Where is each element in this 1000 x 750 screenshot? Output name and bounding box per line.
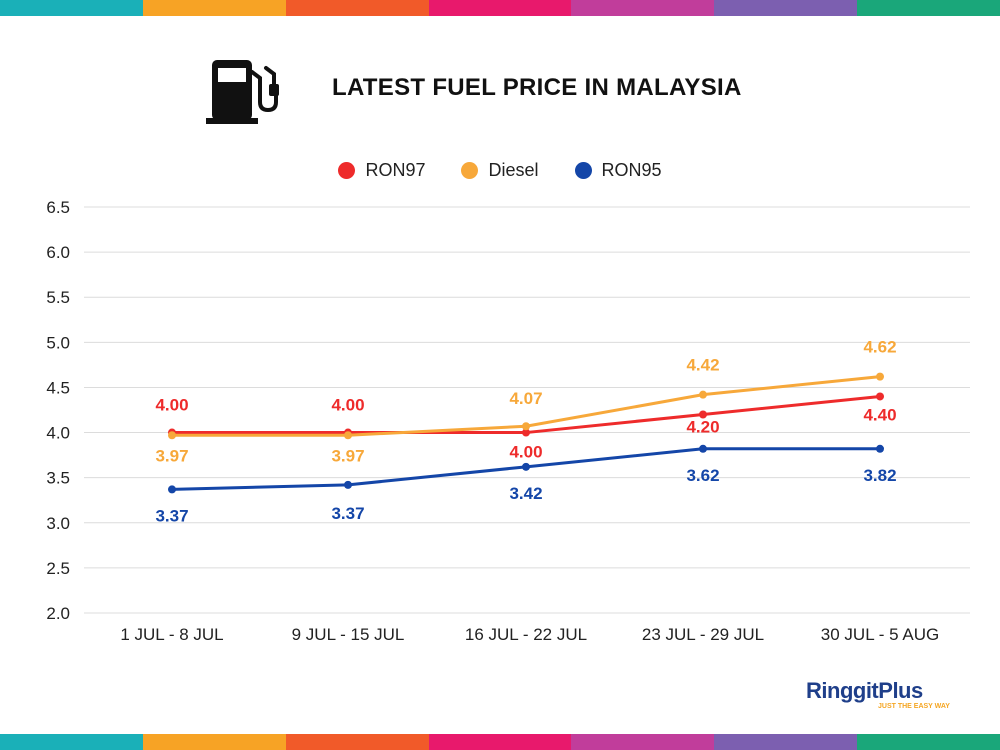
y-tick-label: 4.5 — [46, 378, 70, 397]
brand-name-accent: Plus — [878, 678, 923, 703]
legend-item-diesel: Diesel — [461, 160, 539, 181]
legend-marker-ron97 — [338, 162, 356, 179]
data-point-diesel — [699, 390, 707, 399]
data-label-diesel: 3.97 — [155, 446, 188, 465]
y-tick-label: 3.0 — [46, 514, 70, 533]
x-tick-label: 1 JUL - 8 JUL — [120, 625, 223, 644]
ringgitplus-logo: RinggitPlus JUST THE EASY WAY — [806, 678, 950, 714]
y-tick-label: 5.0 — [46, 333, 70, 352]
data-label-ron97: 4.20 — [686, 418, 719, 437]
legend-marker-ron95 — [574, 162, 592, 179]
data-point-ron97 — [699, 410, 707, 419]
legend-item-ron97: RON97 — [338, 160, 425, 181]
data-label-ron95: 3.37 — [155, 506, 188, 525]
data-label-ron97: 4.00 — [155, 396, 188, 415]
data-label-diesel: 4.42 — [686, 356, 719, 375]
data-point-ron95 — [876, 444, 884, 453]
x-tick-label: 9 JUL - 15 JUL — [292, 625, 405, 644]
data-label-ron95: 3.82 — [863, 466, 896, 485]
legend-label-ron97: RON97 — [365, 160, 426, 180]
data-point-ron95 — [168, 485, 176, 494]
x-tick-label: 30 JUL - 5 AUG — [821, 625, 939, 644]
data-point-diesel — [876, 372, 884, 381]
brand-tagline: JUST THE EASY WAY — [878, 703, 950, 710]
data-label-diesel: 4.07 — [509, 389, 542, 408]
brand-name-main: Ringgit — [806, 678, 879, 703]
x-tick-label: 23 JUL - 29 JUL — [642, 625, 764, 644]
data-point-ron95 — [344, 480, 352, 489]
legend-marker-diesel — [461, 162, 479, 179]
fuel-pump-icon — [206, 60, 279, 124]
data-point-diesel — [344, 431, 352, 440]
y-tick-label: 3.5 — [46, 469, 70, 488]
data-label-ron95: 3.42 — [509, 484, 542, 503]
legend-label-ron95: RON95 — [601, 160, 662, 180]
data-point-ron97 — [876, 392, 884, 401]
data-point-diesel — [168, 431, 176, 440]
x-tick-label: 16 JUL - 22 JUL — [465, 625, 587, 644]
data-label-ron97: 4.00 — [331, 396, 364, 415]
data-label-ron97: 4.00 — [509, 443, 542, 462]
data-label-ron97: 4.40 — [863, 405, 896, 424]
y-tick-label: 5.5 — [46, 288, 70, 307]
data-point-ron97 — [522, 428, 530, 437]
y-tick-label: 6.5 — [46, 198, 70, 217]
legend-label-diesel: Diesel — [488, 160, 539, 180]
data-point-ron95 — [522, 462, 530, 471]
data-point-diesel — [522, 422, 530, 431]
top-color-stripe — [0, 0, 1000, 16]
data-label-ron95: 3.37 — [331, 504, 364, 523]
y-tick-label: 2.5 — [46, 559, 70, 578]
page-title: LATEST FUEL PRICE IN MALAYSIA — [332, 74, 742, 101]
bottom-color-stripe — [0, 734, 1000, 750]
legend-item-ron95: RON95 — [574, 160, 662, 181]
data-label-diesel: 4.62 — [863, 338, 896, 357]
chart-legend: RON97 Diesel RON95 — [0, 160, 1000, 181]
y-tick-label: 6.0 — [46, 243, 70, 262]
y-tick-label: 2.0 — [46, 604, 70, 623]
y-tick-label: 4.0 — [46, 424, 70, 443]
data-point-ron95 — [699, 444, 707, 453]
data-label-diesel: 3.97 — [331, 446, 364, 465]
data-label-ron95: 3.62 — [686, 466, 719, 485]
